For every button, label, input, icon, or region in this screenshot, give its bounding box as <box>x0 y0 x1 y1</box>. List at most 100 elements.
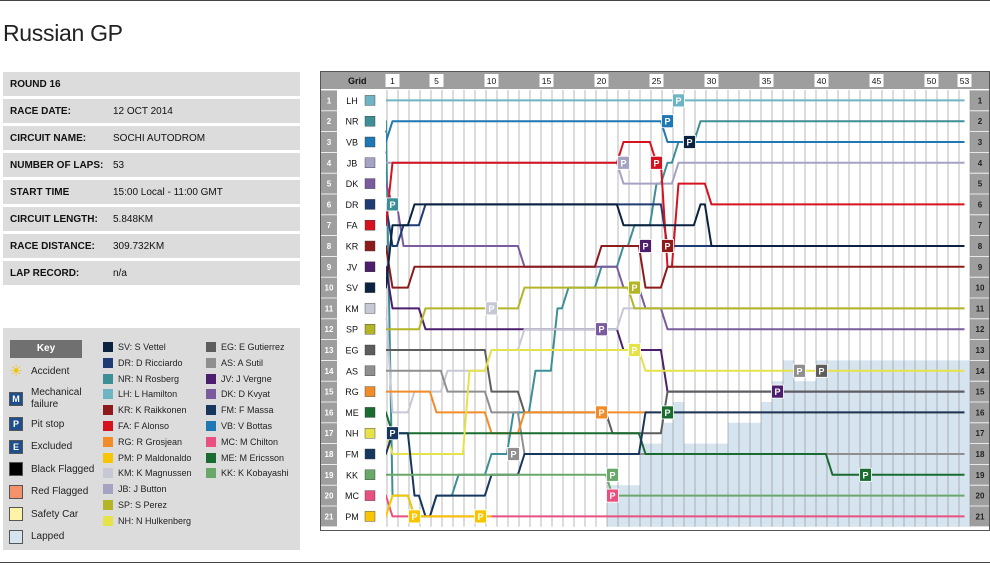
info-row-lap-record: LAP RECORD: n/a <box>3 261 300 288</box>
pit-stop-marker <box>617 155 630 170</box>
position-number-right: 21 <box>976 512 985 521</box>
pit-stop-letter: P <box>598 325 604 335</box>
pit-stop-letter: P <box>818 366 824 376</box>
lapped-region <box>651 443 662 527</box>
info-value: 5.848KM <box>113 213 154 225</box>
lapped-region <box>871 360 882 527</box>
top-rule <box>0 0 990 1</box>
lapped-region <box>618 485 629 527</box>
key-item-mechanical-failure: M Mechanical failure <box>9 387 101 411</box>
driver-label: ME: M Ericsson <box>221 452 285 463</box>
position-number-right: 13 <box>976 346 985 355</box>
position-number-left: 8 <box>327 242 332 251</box>
position-number-right: 4 <box>978 159 983 168</box>
key-item-pit-stop: P Pit stop <box>9 417 64 431</box>
pit-stop-letter: P <box>686 138 692 148</box>
info-label: START TIME <box>10 186 70 198</box>
driver-label: LH: L Hamilton <box>118 389 178 400</box>
lap-tick-box <box>869 74 884 87</box>
key-driver: ME: M Ericsson <box>206 452 285 463</box>
accident-icon: ☀ <box>9 363 23 380</box>
position-number-right: 17 <box>976 429 985 438</box>
pit-stop-marker <box>606 488 619 503</box>
driver-color-swatch <box>103 452 113 463</box>
grid-driver-swatch <box>364 157 376 169</box>
position-number-right: 10 <box>976 284 985 293</box>
pit-stop-letter: P <box>862 470 868 480</box>
position-number-right: 8 <box>978 242 983 251</box>
pit-stop-letter: P <box>664 117 670 127</box>
info-row-number-of-laps: NUMBER OF LAPS: 53 <box>3 153 300 180</box>
lapped-region <box>673 402 684 527</box>
grid-driver-code: NR <box>346 117 359 127</box>
lap-tick-box <box>957 74 972 87</box>
position-number-left: 5 <box>327 180 332 189</box>
lapped-region <box>827 360 838 527</box>
info-row-race-date: RACE DATE: 12 OCT 2014 <box>3 99 300 126</box>
driver-color-swatch <box>103 436 113 447</box>
key-driver: NH: N Hulkenberg <box>103 515 191 526</box>
lap-tick-box <box>649 74 664 87</box>
info-label: CIRCUIT LENGTH: <box>10 213 98 225</box>
driver-label: AS: A Sutil <box>221 357 264 368</box>
pit-stop-letter: P <box>664 408 670 418</box>
grid-cell <box>338 215 386 235</box>
lap-tick-box <box>484 74 499 87</box>
grid-driver-swatch <box>364 219 376 231</box>
key-driver: SV: S Vettel <box>103 342 166 352</box>
left-pos-column <box>321 90 337 527</box>
info-row-start-time: START TIME 15:00 Local - 11:00 GMT <box>3 180 300 207</box>
pit-stop-marker <box>485 301 498 316</box>
lapped-region <box>937 360 948 527</box>
lap-chart: Grid 1 5 10 15 20 25 30 35 40 45 50 531 12 23 34 45 56 67 7… <box>320 71 990 531</box>
pit-stop-marker <box>595 322 608 337</box>
key-driver: SP: S Perez <box>103 500 167 510</box>
lapped-region <box>882 360 893 527</box>
grid-driver-code: JV <box>347 262 358 272</box>
lapped-region <box>684 443 695 527</box>
pit-stop-marker <box>606 467 619 482</box>
grid-driver-code: AS <box>346 366 358 376</box>
grid-driver-code: LH <box>346 96 358 106</box>
bottom-rule <box>0 562 990 563</box>
lap-tick-box <box>539 74 554 87</box>
driver-label: VB: V Bottas <box>221 421 273 431</box>
lapped-region <box>860 360 871 527</box>
driver-color-swatch <box>206 468 216 479</box>
lap-tick-box <box>429 74 444 87</box>
grid-driver-code: FM <box>346 450 359 460</box>
pit-stop-letter: P <box>620 158 626 168</box>
grid-driver-code: ME <box>345 408 359 418</box>
pit-stop-marker <box>507 447 520 461</box>
pit-stop-letter: P <box>796 366 802 376</box>
lap-tick-box <box>704 74 719 87</box>
info-value: 15:00 Local - 11:00 GMT <box>113 186 223 198</box>
lapped-region <box>640 443 651 527</box>
position-number-right: 6 <box>978 200 983 209</box>
grid-driver-swatch <box>364 116 376 127</box>
info-value: n/a <box>113 267 127 279</box>
lapped-region <box>629 485 640 527</box>
position-number-left: 11 <box>325 304 334 313</box>
key-driver: NR: N Rosberg <box>103 373 179 384</box>
grid-driver-swatch <box>364 365 376 376</box>
key-item-label: Pit stop <box>31 418 65 430</box>
position-number-left: 3 <box>327 138 332 147</box>
lap-tick-label: 25 <box>652 76 662 86</box>
key-title: Key <box>10 340 82 358</box>
info-row-circuit-length: CIRCUIT LENGTH: 5.848KM <box>3 207 300 234</box>
key-driver: DK: D Kvyat <box>206 389 270 400</box>
key-item-label: Excluded <box>31 441 73 452</box>
key-driver: VB: V Bottas <box>206 421 272 431</box>
pit-stop-letter: P <box>675 96 681 106</box>
pit-stop-marker <box>672 93 685 108</box>
lapped-region <box>926 360 937 527</box>
position-number-right: 9 <box>978 263 983 272</box>
lap-tick-label: 20 <box>597 76 607 86</box>
pit-stop-letter: P <box>653 158 659 168</box>
position-number-left: 16 <box>325 408 334 417</box>
pit-stop-letter: P <box>389 429 395 439</box>
position-number-right: 20 <box>976 492 985 501</box>
grid-driver-swatch <box>364 323 376 335</box>
driver-color-swatch <box>103 421 113 431</box>
